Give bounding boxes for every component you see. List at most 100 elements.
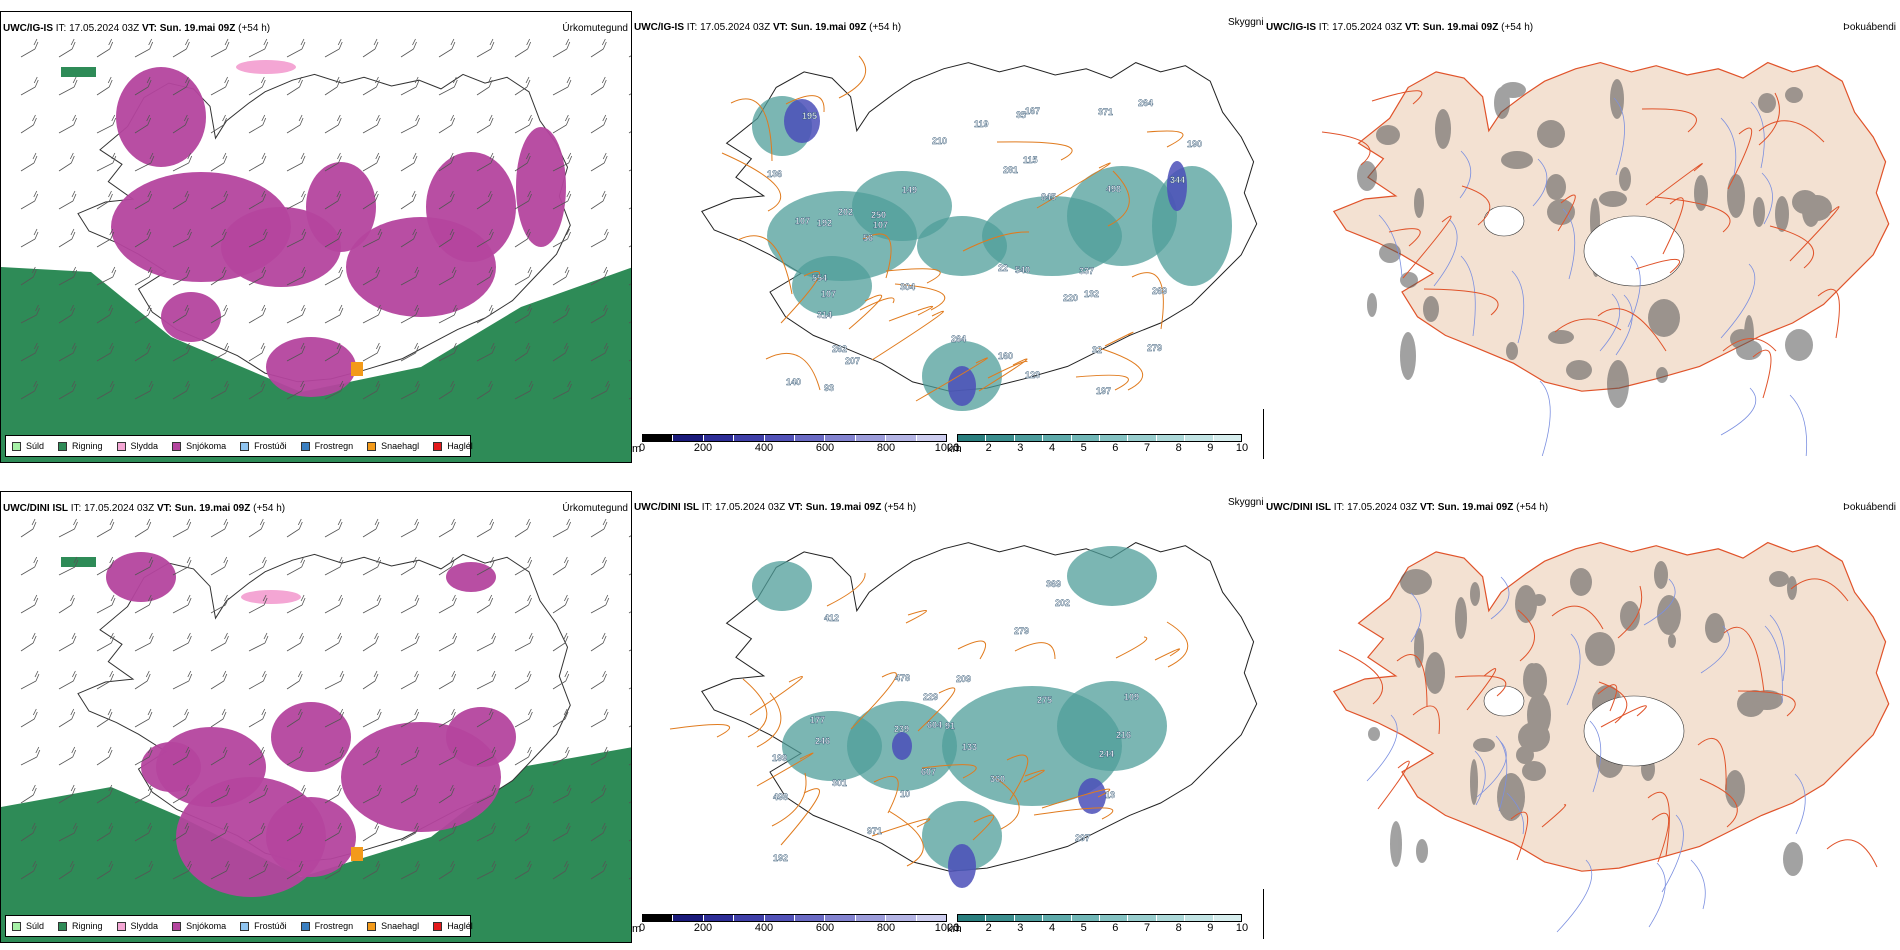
road bbox=[1412, 705, 1440, 735]
visibility-map[interactable]: 209 109 239 360 478 13 412 177 192 369 279 604 607 49… bbox=[632, 516, 1264, 906]
legend-swatch bbox=[172, 441, 182, 451]
cloud-base-label: 136 bbox=[767, 169, 782, 179]
fog-panel-top: UWC/IG-IS IT: 17.05.2024 03Z VT: Sun. 19… bbox=[1264, 11, 1900, 463]
legend-label: Snjókoma bbox=[186, 921, 227, 931]
wind-barb bbox=[248, 114, 267, 134]
wind-barb bbox=[324, 114, 342, 134]
cloud-base-colorbar: 0 200 400 600 800 1000 m bbox=[632, 434, 959, 455]
fog-map[interactable] bbox=[1264, 36, 1900, 456]
wind-barb bbox=[362, 746, 380, 766]
colorbar-step bbox=[1043, 435, 1072, 441]
wind-barb bbox=[438, 304, 458, 324]
wind-barb bbox=[324, 152, 342, 172]
wind-barb bbox=[400, 228, 417, 248]
cloud-base-area bbox=[784, 99, 820, 143]
wind-barb bbox=[96, 784, 114, 804]
cloud-base-label: 177 bbox=[810, 715, 825, 725]
wind-barb bbox=[476, 114, 494, 134]
wind-barb bbox=[362, 342, 381, 362]
wind-barb bbox=[20, 822, 37, 842]
wind-barb bbox=[400, 380, 420, 400]
wind-barb bbox=[134, 822, 153, 842]
road bbox=[1321, 131, 1371, 166]
river bbox=[1410, 592, 1422, 643]
wind-barb bbox=[58, 152, 75, 172]
wind-barb bbox=[362, 380, 381, 400]
fog-patch bbox=[1668, 634, 1676, 648]
cloud-base-label: 197 bbox=[1096, 386, 1111, 396]
road bbox=[1769, 225, 1815, 269]
road bbox=[972, 814, 995, 841]
precip-map[interactable] bbox=[1, 37, 632, 462]
colorbar-tick: 6 bbox=[1112, 922, 1119, 934]
wind-barb bbox=[552, 556, 569, 576]
cloud-base-label: 554 bbox=[812, 273, 827, 283]
wind-barb bbox=[58, 670, 77, 690]
cloud-base-label: 314 bbox=[817, 310, 832, 320]
wind-barb bbox=[210, 266, 227, 286]
wind-barb bbox=[210, 380, 229, 400]
wind-barb bbox=[590, 76, 607, 96]
fog-patch bbox=[1792, 190, 1818, 214]
visibility-colorbar: 1 2 3 4 5 6 7 8 9 10 km bbox=[947, 914, 1248, 935]
wind-barb bbox=[20, 152, 38, 172]
colorbar-strip bbox=[957, 914, 1242, 922]
river bbox=[1366, 714, 1398, 782]
wind-barb bbox=[476, 38, 495, 58]
visibility-map[interactable]: 540 371 344 845 207 195 314 262 35 210 136 337 32 107… bbox=[632, 36, 1264, 426]
colorbar-tick: 800 bbox=[876, 442, 896, 454]
fog-patch bbox=[1368, 727, 1380, 741]
wind-barb bbox=[20, 746, 41, 766]
colorbar-step bbox=[734, 915, 765, 921]
wind-barb bbox=[286, 518, 303, 538]
colorbar-step bbox=[1014, 915, 1044, 921]
wind-barb bbox=[590, 860, 608, 880]
precip-legend: Súld Rigning Slydda Snjókoma Frostúði Frostre… bbox=[5, 435, 473, 457]
colorbar-unit: km bbox=[947, 443, 962, 455]
wind-barb bbox=[96, 594, 116, 614]
legend-item-1: Rigning bbox=[58, 921, 103, 931]
road bbox=[1758, 120, 1825, 143]
road bbox=[1036, 162, 1111, 209]
colorbar-step bbox=[1043, 915, 1072, 921]
legend-item-5: Frostregn bbox=[300, 921, 353, 931]
wind-barb bbox=[362, 266, 381, 286]
colorbar-tick: 1 bbox=[953, 442, 961, 454]
road bbox=[1402, 215, 1452, 279]
fog-map[interactable] bbox=[1264, 516, 1900, 936]
road bbox=[771, 772, 807, 827]
wind-barb bbox=[210, 746, 228, 766]
fog-patch bbox=[1523, 663, 1541, 697]
legend-swatch bbox=[58, 921, 68, 931]
fog-patch bbox=[1414, 628, 1424, 668]
cloud-base-area bbox=[892, 732, 912, 760]
colorbar-step bbox=[643, 915, 674, 921]
colorbar-tick: 1000 bbox=[934, 922, 960, 934]
wind-barb bbox=[210, 708, 227, 728]
colorbar-step bbox=[916, 915, 947, 921]
wind-barb bbox=[172, 518, 192, 538]
fog-patch bbox=[1725, 770, 1745, 808]
road bbox=[1651, 812, 1670, 863]
road bbox=[1115, 636, 1148, 659]
precip-map[interactable] bbox=[1, 517, 632, 942]
colorbar-unit: km bbox=[947, 923, 962, 935]
colorbar-ticks: 0 200 400 600 800 1000 bbox=[639, 442, 959, 454]
wind-barb bbox=[476, 190, 493, 210]
road bbox=[765, 352, 821, 391]
wind-barb bbox=[134, 746, 153, 766]
snow-area bbox=[446, 707, 516, 767]
wind-barb bbox=[248, 190, 267, 210]
colorbar-tick: 200 bbox=[693, 442, 713, 454]
road bbox=[996, 141, 1073, 161]
road bbox=[1557, 194, 1576, 232]
wind-barb bbox=[590, 822, 607, 842]
legend-item-0: Súld bbox=[12, 921, 44, 931]
wind-barb bbox=[96, 556, 115, 576]
visibility-colorbar: 1 2 3 4 5 6 7 8 9 10 km bbox=[947, 434, 1248, 455]
colorbar-step bbox=[703, 915, 735, 921]
legend-label: Súld bbox=[26, 441, 45, 451]
colorbar-step bbox=[825, 435, 856, 441]
legend-label: Frostúði bbox=[254, 441, 287, 451]
legend-label: Snjókoma bbox=[186, 441, 227, 451]
